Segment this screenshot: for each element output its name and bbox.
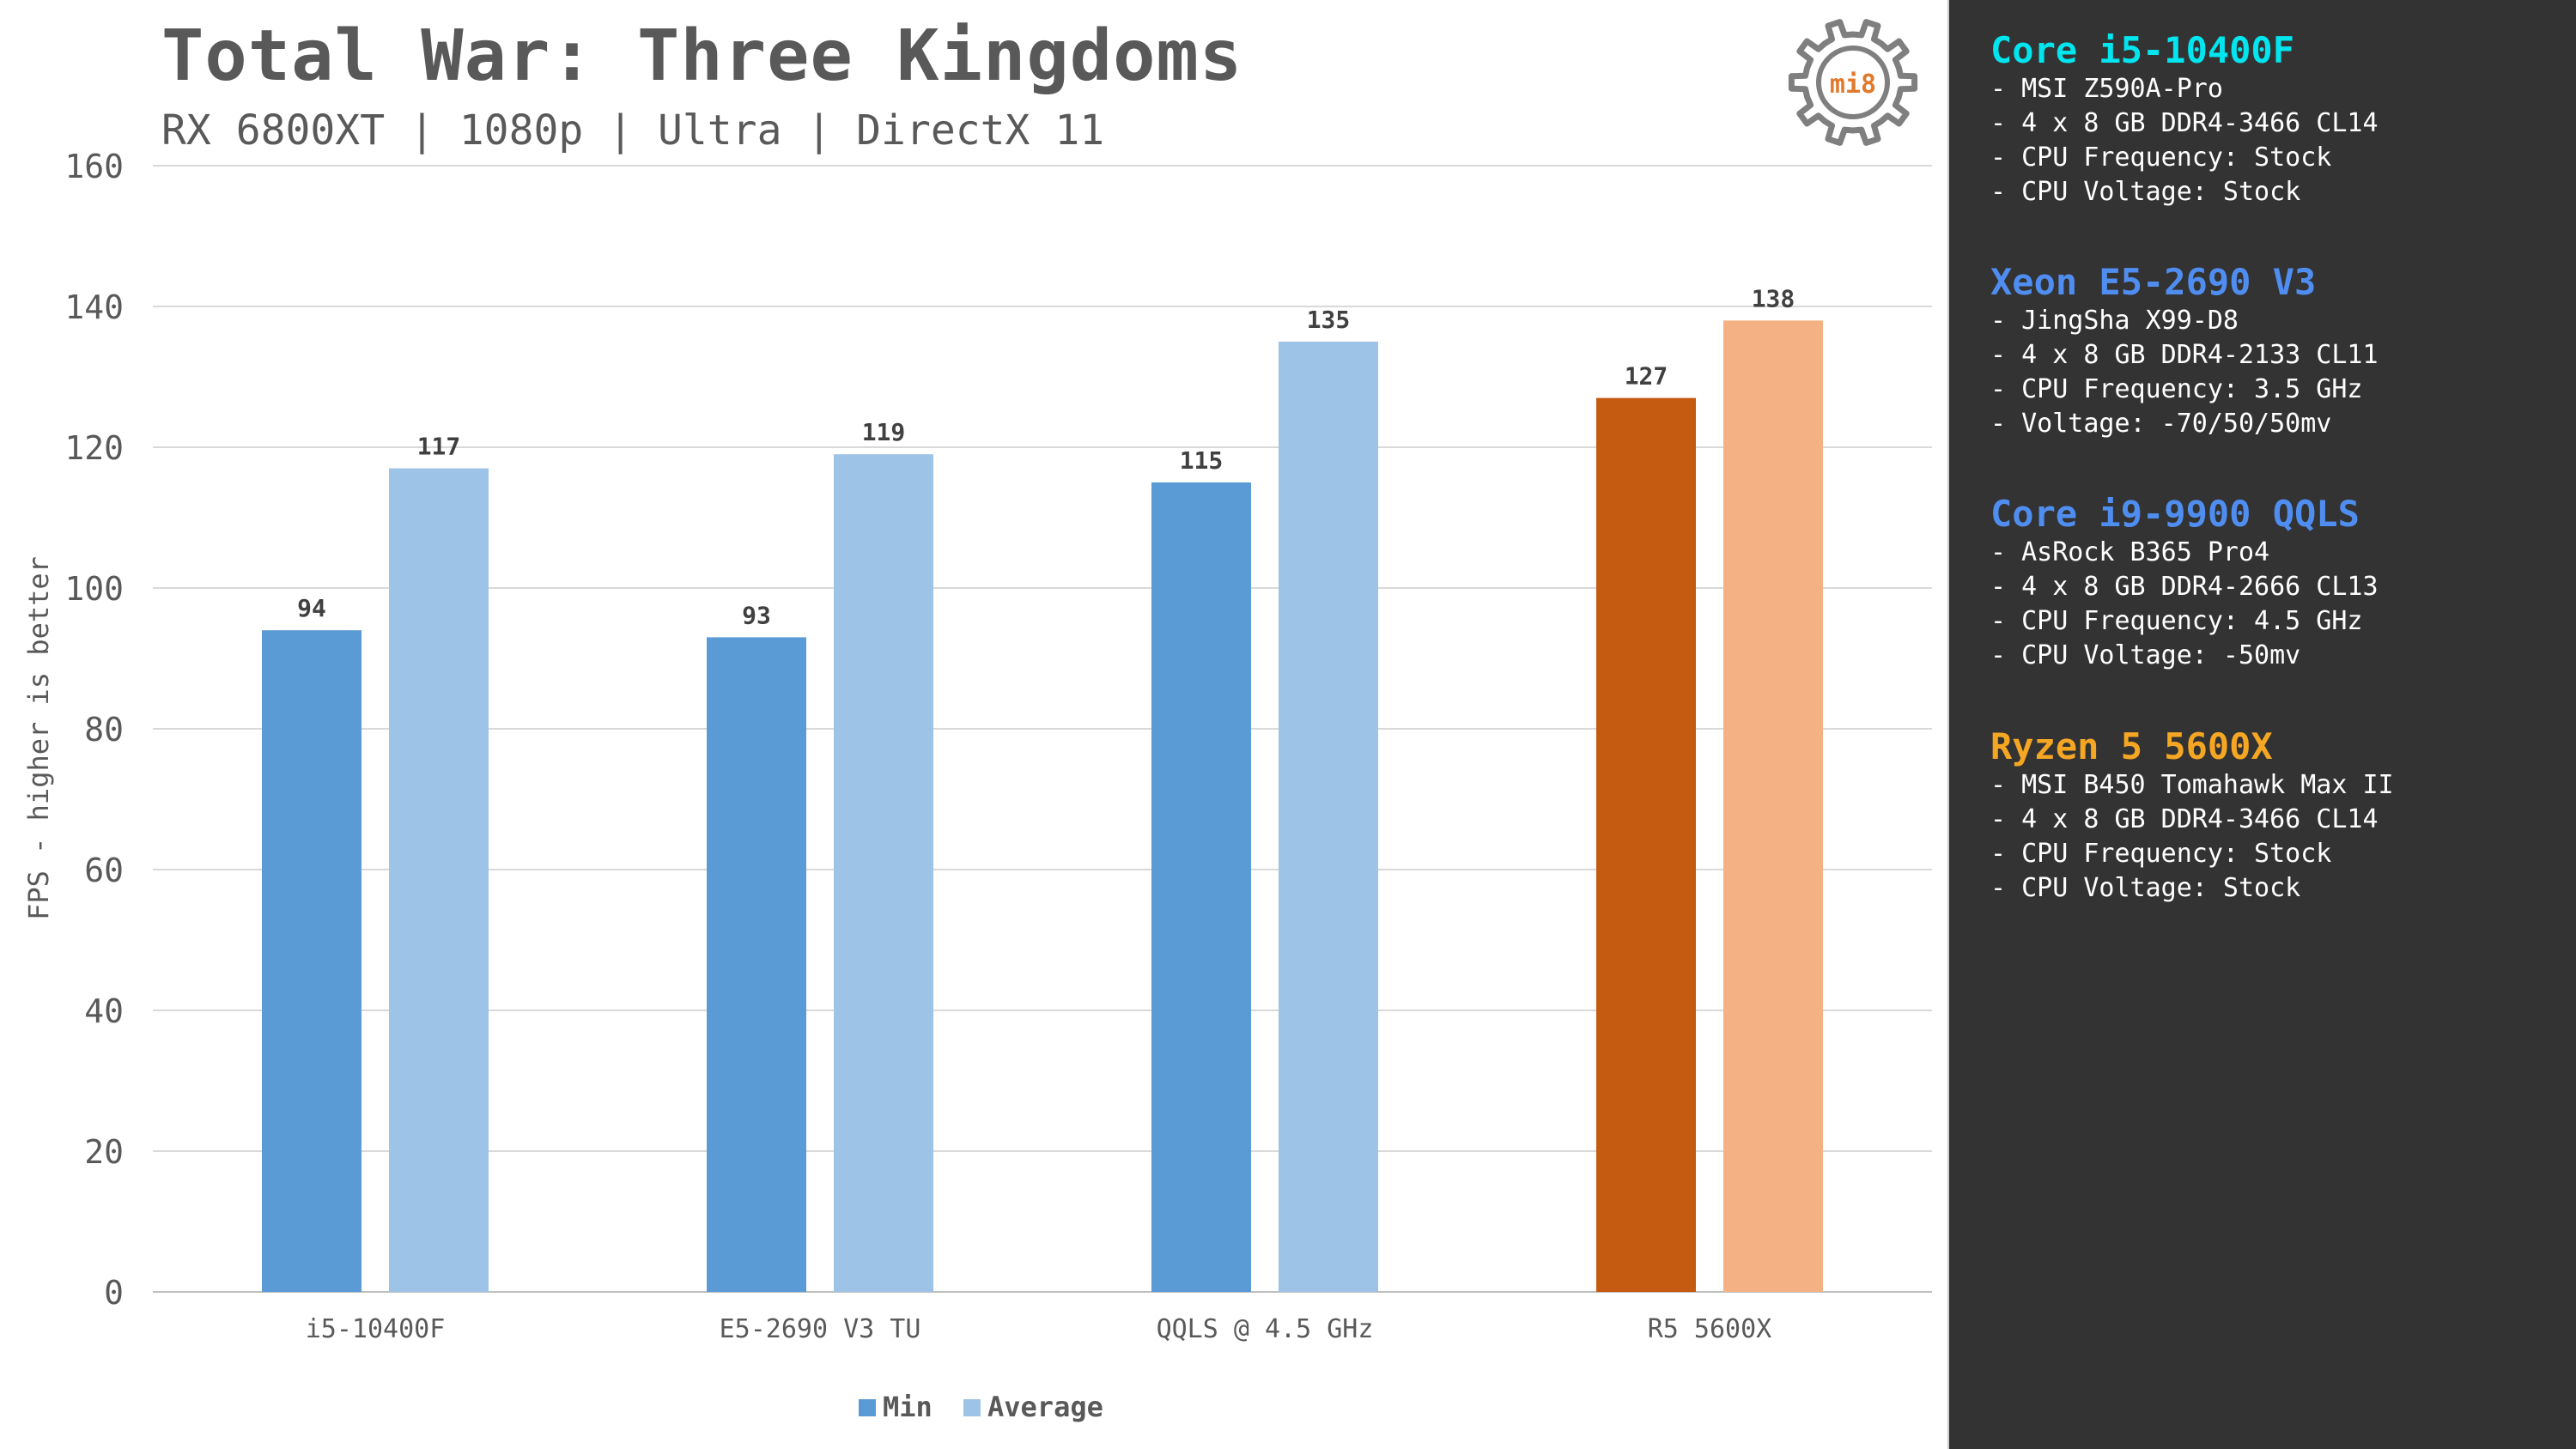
chart-subtitle: RX 6800XT | 1080p | Ultra | DirectX 11 xyxy=(161,106,1105,155)
legend-label: Min xyxy=(883,1391,933,1423)
x-tick-label: i5-10400F xyxy=(306,1314,446,1344)
spec-line: - AsRock B365 Pro4 xyxy=(1990,537,2270,567)
bar-average-2 xyxy=(1279,342,1378,1292)
x-tick-label: R5 5600X xyxy=(1648,1314,1772,1344)
bar-average-1 xyxy=(834,454,933,1292)
chart-panel: Total War: Three Kingdoms RX 6800XT | 10… xyxy=(22,0,1949,1449)
spec-line: - 4 x 8 GB DDR4-3466 CL14 xyxy=(1990,804,2379,834)
gear-icon xyxy=(1788,19,1918,146)
data-label: 138 xyxy=(1752,284,1795,312)
bar-min-3 xyxy=(1596,397,1696,1293)
data-label: 135 xyxy=(1307,306,1351,334)
data-label: 127 xyxy=(1625,362,1668,391)
legend-label: Average xyxy=(987,1391,1103,1423)
bar-average-3 xyxy=(1723,320,1823,1292)
y-tick-label: 120 xyxy=(64,429,124,467)
spec-block: Xeon E5-2690 V3- JingSha X99-D8 - 4 x 8 G… xyxy=(1990,261,2379,441)
spec-line: - 4 x 8 GB DDR4-2133 CL11 xyxy=(1990,340,2379,370)
x-axis-ticks: i5-10400F E5-2690 V3 TU QQLS @ 4.5 GHz R5 5… xyxy=(306,1314,1772,1344)
spec-line: - CPU Frequency: 4.5 GHz xyxy=(1990,606,2363,636)
y-tick-label: 40 xyxy=(84,992,124,1030)
y-tick-label: 140 xyxy=(64,288,124,326)
data-labels: 94 117 93 119 115 135 127 138 xyxy=(297,284,1795,629)
y-axis-label: FPS - higher is better xyxy=(22,556,55,920)
spec-line: - 4 x 8 GB DDR4-2666 CL13 xyxy=(1990,572,2379,602)
spec-block: Core i9-9900 QQLS - AsRock B365 Pro4 - 4 x… xyxy=(1990,493,2379,673)
data-label: 117 xyxy=(417,433,461,461)
y-axis-ticks: 0 20 40 60 80 100 120 140 160 xyxy=(64,148,124,1312)
data-label: 115 xyxy=(1180,446,1224,475)
specs-panel: Core i5-10400F - MSI Z590A-Pro - 4 x 8 GB … xyxy=(1949,0,2576,1449)
bar-average-0 xyxy=(389,468,489,1292)
gear-logo-icon: mi8 xyxy=(1788,19,1918,146)
spec-line: - MSI Z590A-Pro xyxy=(1990,74,2223,104)
spec-line: - CPU Voltage: -50mv xyxy=(1990,640,2301,670)
y-tick-label: 0 xyxy=(104,1274,124,1312)
spec-line: - Voltage: -70/50/50mv xyxy=(1990,409,2332,439)
bar-min-0 xyxy=(262,630,361,1292)
spec-title: Core i5-10400F xyxy=(1990,29,2295,71)
logo-text: mi8 xyxy=(1830,70,1876,100)
spec-title: Xeon E5-2690 V3 xyxy=(1990,261,2317,303)
y-tick-label: 100 xyxy=(64,570,124,608)
spec-line: - MSI B450 Tomahawk Max II xyxy=(1990,770,2394,800)
spec-line: - CPU Frequency: 3.5 GHz xyxy=(1990,374,2363,404)
legend-swatch xyxy=(963,1399,981,1416)
bar-min-2 xyxy=(1151,482,1251,1292)
y-tick-label: 80 xyxy=(84,711,124,749)
data-label: 119 xyxy=(862,418,906,446)
spec-line: - CPU Frequency: Stock xyxy=(1990,839,2332,869)
data-label: 93 xyxy=(742,601,771,629)
chart-title: Total War: Three Kingdoms xyxy=(161,15,1243,97)
x-tick-label: E5-2690 V3 TU xyxy=(720,1314,921,1344)
y-tick-label: 60 xyxy=(84,852,124,889)
spec-title: Core i9-9900 QQLS xyxy=(1990,493,2360,535)
data-label: 94 xyxy=(297,594,326,622)
y-tick-label: 20 xyxy=(84,1133,124,1171)
spec-line: - CPU Frequency: Stock xyxy=(1990,142,2332,173)
spec-block: Ryzen 5 5600X - MSI B450 Tomahawk Max II -… xyxy=(1990,725,2394,906)
spec-line: - JingSha X99-D8 xyxy=(1990,306,2239,336)
spec-line: - CPU Voltage: Stock xyxy=(1990,873,2301,903)
x-tick-label: QQLS @ 4.5 GHz xyxy=(1157,1314,1374,1344)
bars xyxy=(262,320,1823,1293)
spec-title: Ryzen 5 5600X xyxy=(1990,725,2273,767)
spec-block: Core i5-10400F - MSI Z590A-Pro - 4 x 8 GB … xyxy=(1990,29,2379,209)
legend: Min Average xyxy=(859,1391,1103,1423)
bar-min-1 xyxy=(707,637,806,1292)
bar-chart: 0 20 40 60 80 100 120 140 160 94 117 93 119 115 135 12… xyxy=(22,148,1932,1423)
legend-swatch xyxy=(859,1399,876,1416)
spec-line: - CPU Voltage: Stock xyxy=(1990,177,2301,207)
y-tick-label: 160 xyxy=(64,148,124,185)
spec-line: - 4 x 8 GB DDR4-3466 CL14 xyxy=(1990,108,2379,138)
